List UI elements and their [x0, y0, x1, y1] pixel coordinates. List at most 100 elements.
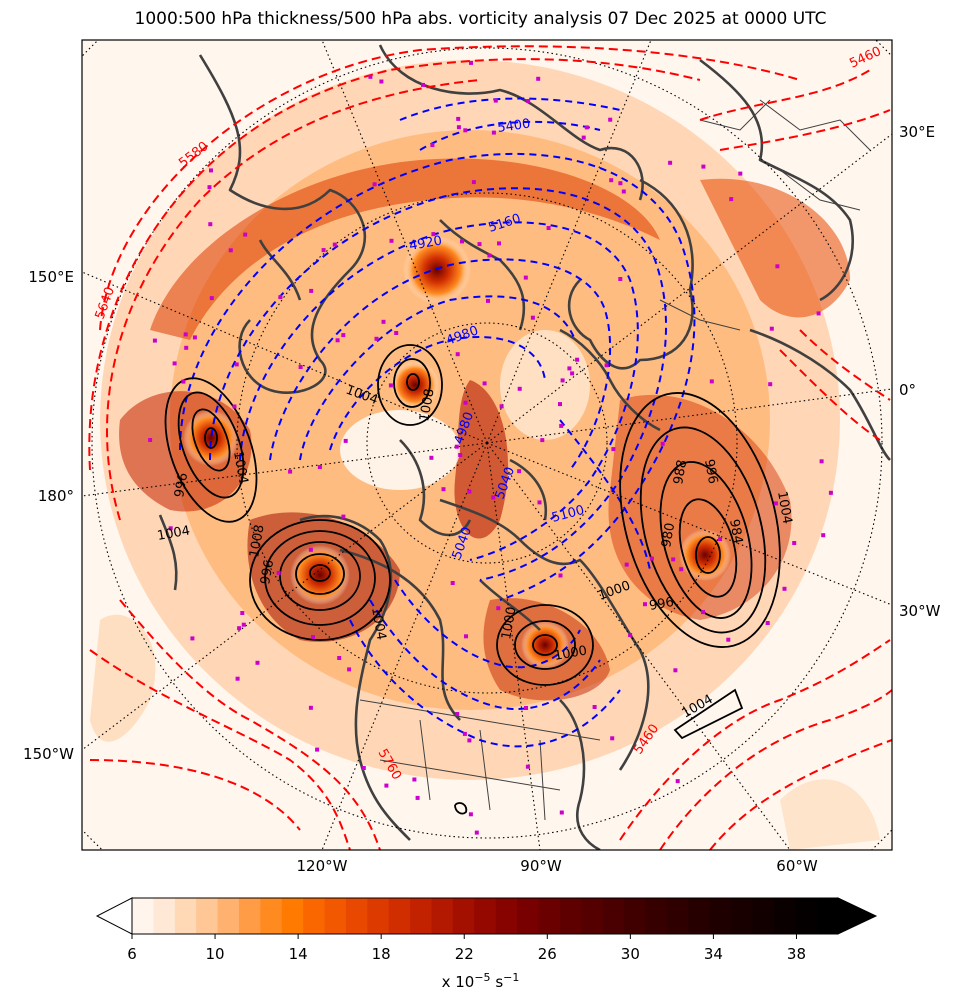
station-marker — [567, 366, 572, 371]
colorbar-cells — [132, 898, 839, 934]
colorbar-tick-label: 14 — [289, 945, 308, 963]
station-marker — [618, 277, 623, 281]
station-marker — [317, 465, 322, 470]
station-marker — [592, 705, 597, 709]
station-marker — [497, 241, 501, 246]
station-marker — [454, 444, 459, 449]
colorbar-tick-label: 26 — [538, 945, 557, 963]
colorbar-cell — [688, 898, 711, 934]
station-marker — [604, 363, 609, 368]
station-marker — [537, 500, 542, 505]
station-marker — [463, 400, 468, 405]
station-marker — [288, 469, 293, 474]
station-marker — [628, 633, 633, 637]
station-marker — [611, 447, 616, 452]
station-marker — [421, 82, 425, 87]
station-marker — [431, 232, 436, 237]
colorbar-cell — [559, 898, 582, 934]
station-marker — [468, 812, 473, 817]
colorbar-tick-label: 38 — [787, 945, 806, 963]
station-marker — [415, 795, 420, 800]
station-marker — [308, 547, 313, 552]
pressure-label: 984 — [726, 518, 745, 545]
map-labels: 5400 5160 4920 4980 4980 5040 5100 5040 … — [93, 44, 884, 783]
colorbar-cell — [132, 898, 154, 934]
station-marker — [332, 242, 337, 247]
station-marker — [462, 731, 467, 736]
colorbar-cell — [709, 898, 732, 934]
station-marker — [738, 171, 743, 176]
station-marker — [608, 117, 613, 122]
station-marker — [729, 197, 734, 202]
station-marker — [237, 626, 242, 631]
lon-label-bottom: 60°W — [776, 857, 818, 875]
station-marker — [209, 168, 213, 173]
station-marker — [343, 438, 348, 443]
station-marker — [517, 469, 522, 474]
map-title: 1000:500 hPa thickness/500 hPa abs. vort… — [134, 9, 827, 29]
station-marker — [335, 338, 340, 343]
colorbar-cell — [495, 898, 518, 934]
station-marker — [499, 404, 504, 409]
station-marker — [575, 357, 580, 362]
station-marker — [192, 335, 197, 340]
station-marker — [228, 248, 233, 253]
station-marker — [530, 315, 535, 320]
station-marker — [540, 438, 545, 443]
station-marker — [668, 160, 673, 165]
station-marker — [493, 98, 498, 103]
station-marker — [172, 361, 177, 366]
station-marker — [782, 586, 787, 591]
colorbar-cell — [731, 898, 754, 934]
station-marker — [570, 371, 575, 376]
station-marker — [559, 423, 564, 428]
pressure-label: 988 — [671, 459, 690, 486]
station-marker — [768, 382, 773, 387]
station-marker — [374, 336, 379, 341]
station-marker — [464, 634, 468, 639]
station-marker — [482, 381, 487, 386]
colorbar-max-extend — [837, 897, 878, 935]
lon-label-left: 180° — [38, 487, 74, 505]
station-marker — [643, 602, 647, 607]
station-marker — [412, 777, 417, 782]
lon-label-left: 150°E — [28, 268, 74, 286]
station-marker — [609, 178, 614, 183]
colorbar-cell — [281, 898, 304, 934]
station-marker — [209, 296, 214, 301]
station-marker — [207, 185, 212, 190]
colorbar-tick-label: 6 — [127, 945, 137, 963]
pressure-label: 1004 — [156, 523, 191, 544]
station-marker — [546, 226, 551, 230]
longitude-labels: 150°E 180° 150°W 30°E 0° 30°W 120°W 90°W… — [23, 123, 941, 875]
lon-label-bottom: 90°W — [520, 857, 562, 875]
station-marker — [347, 667, 352, 672]
pressure-label: 1008 — [247, 523, 268, 558]
station-markers — [148, 60, 833, 835]
station-marker — [649, 556, 654, 561]
station-marker — [394, 331, 399, 335]
map-frame — [81, 39, 893, 851]
colorbar-units-label: x 10−5 s−1 — [0, 971, 961, 991]
station-marker — [769, 326, 774, 331]
station-marker — [775, 264, 780, 269]
pressure-label: 1000 — [499, 605, 520, 640]
units-prefix: x 10 — [441, 973, 475, 991]
station-marker — [560, 378, 565, 383]
station-marker — [474, 830, 479, 835]
colorbar-min-extend — [95, 897, 133, 935]
colorbar-ticks: 6 10 14 18 22 26 30 34 38 — [127, 934, 806, 963]
colorbar-cell — [816, 898, 839, 934]
pressure-label: 1004 — [368, 606, 389, 641]
station-marker — [240, 611, 245, 615]
station-marker — [477, 242, 482, 247]
station-marker — [726, 637, 731, 642]
colorbar-cell — [153, 898, 176, 934]
station-marker — [701, 164, 706, 169]
pressure-label: 996 — [258, 559, 277, 586]
colorbar-cell — [645, 898, 668, 934]
station-marker — [441, 487, 446, 492]
station-marker — [455, 712, 460, 716]
colorbar-cell — [410, 898, 433, 934]
